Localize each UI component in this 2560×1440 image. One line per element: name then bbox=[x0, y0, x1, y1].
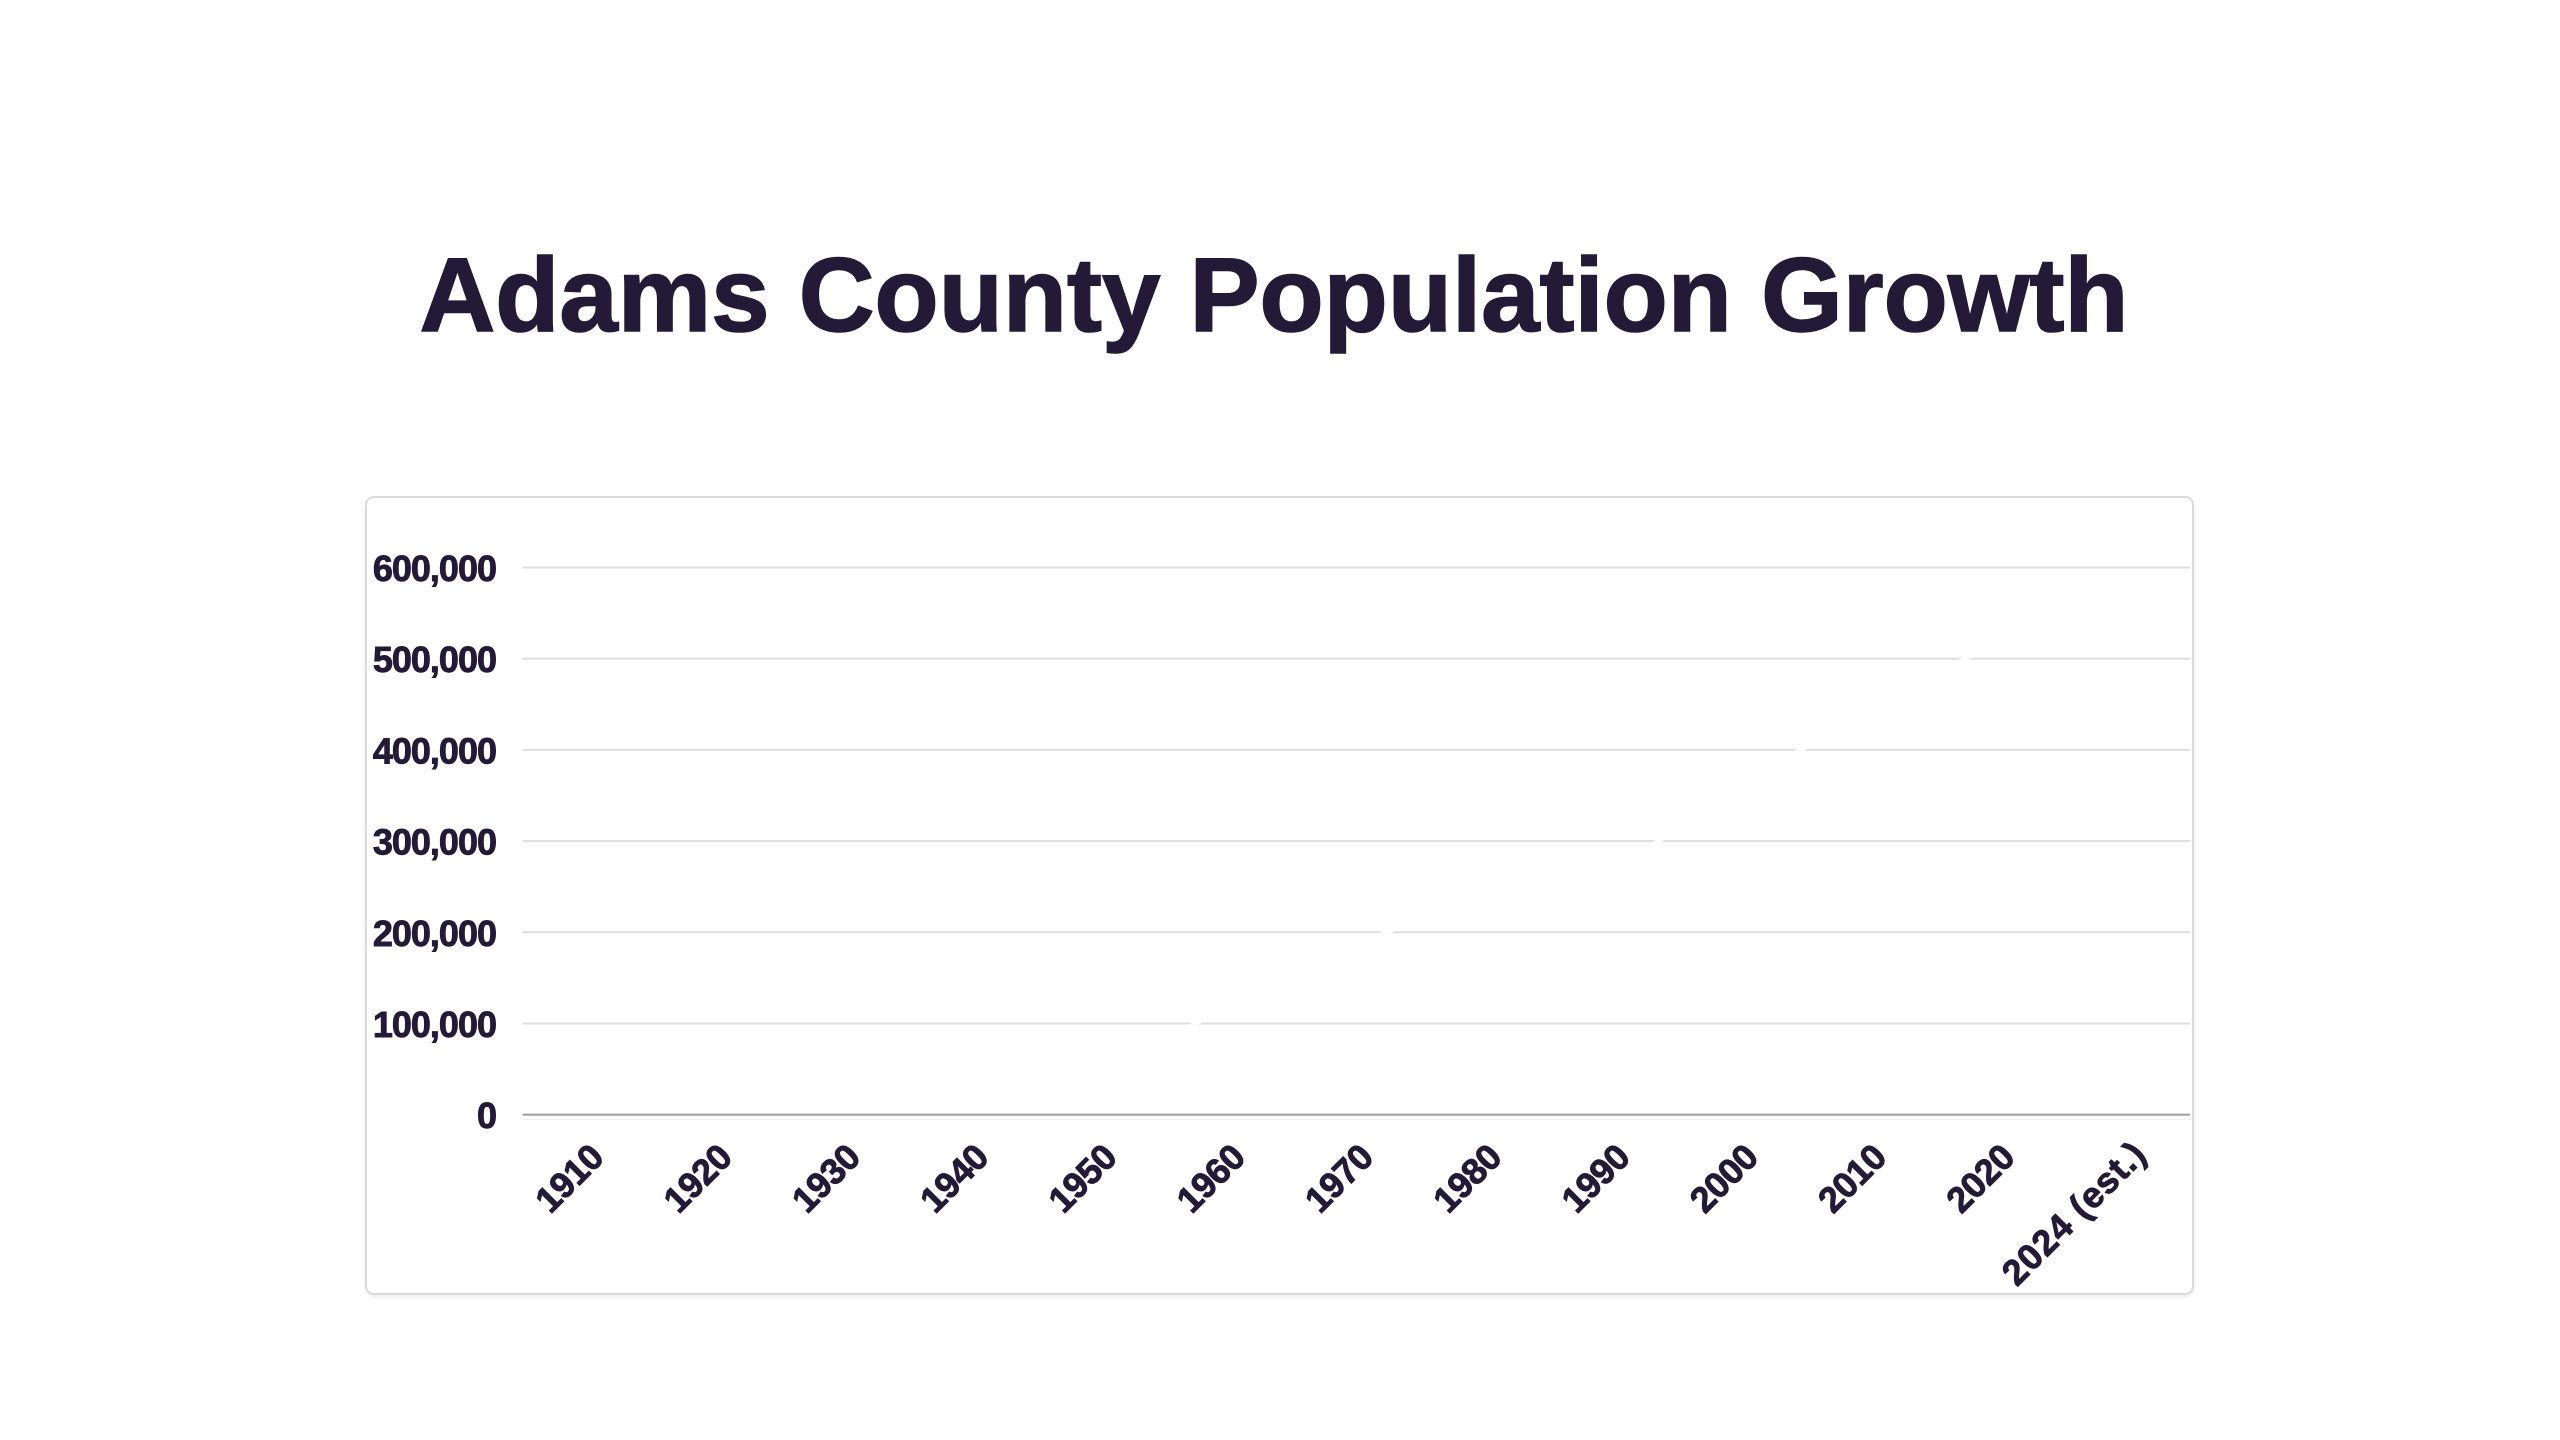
svg-text:1970: 1970 bbox=[1297, 1136, 1381, 1220]
svg-text:1930: 1930 bbox=[784, 1136, 868, 1220]
svg-text:200,000: 200,000 bbox=[373, 913, 496, 954]
svg-text:2024 (est.): 2024 (est.) bbox=[1994, 1133, 2155, 1294]
svg-text:1910: 1910 bbox=[527, 1136, 611, 1220]
svg-text:1920: 1920 bbox=[655, 1136, 739, 1220]
svg-text:600,000: 600,000 bbox=[373, 548, 496, 589]
svg-text:2000: 2000 bbox=[1682, 1136, 1766, 1220]
svg-text:1960: 1960 bbox=[1168, 1136, 1252, 1220]
svg-text:1990: 1990 bbox=[1553, 1136, 1637, 1220]
svg-text:0: 0 bbox=[477, 1095, 496, 1136]
svg-text:1940: 1940 bbox=[912, 1136, 996, 1220]
svg-text:300,000: 300,000 bbox=[373, 822, 496, 863]
svg-text:2020: 2020 bbox=[1938, 1136, 2022, 1220]
svg-text:500,000: 500,000 bbox=[373, 639, 496, 680]
svg-text:2010: 2010 bbox=[1810, 1136, 1894, 1220]
svg-text:100,000: 100,000 bbox=[373, 1004, 496, 1045]
svg-text:400,000: 400,000 bbox=[373, 730, 496, 771]
svg-text:1980: 1980 bbox=[1425, 1136, 1509, 1220]
svg-text:1950: 1950 bbox=[1040, 1136, 1124, 1220]
